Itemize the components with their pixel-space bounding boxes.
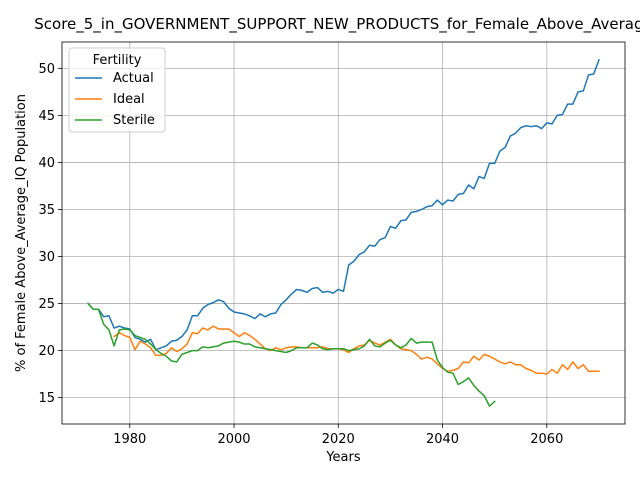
x-tick-label: 1980 <box>113 432 146 447</box>
legend: Fertility Actual Ideal Sterile <box>68 47 166 133</box>
legend-label-actual: Actual <box>113 71 154 86</box>
y-tick-label: 30 <box>38 250 55 265</box>
x-tick-label: 2000 <box>217 432 250 447</box>
y-tick-label: 25 <box>38 297 55 312</box>
y-tick-label: 50 <box>38 62 55 77</box>
legend-title: Fertility <box>93 53 142 68</box>
x-tick-label: 2040 <box>426 432 459 447</box>
x-axis-label: Years <box>325 450 361 465</box>
y-tick-label: 40 <box>38 156 55 171</box>
plot-frame <box>61 41 626 425</box>
legend-box <box>68 47 166 133</box>
series-line-actual <box>87 58 600 351</box>
x-tick-label: 2060 <box>530 432 563 447</box>
series-line-ideal <box>113 325 600 375</box>
y-axis-label: % of Female Above_Average_IQ Population <box>14 94 29 372</box>
series-layer <box>87 58 600 407</box>
x-tick-label: 2020 <box>322 432 355 447</box>
series-line-sterile <box>87 302 496 407</box>
legend-label-sterile: Sterile <box>113 113 155 128</box>
legend-label-ideal: Ideal <box>113 92 145 107</box>
y-tick-label: 35 <box>38 203 55 218</box>
y-tick-label: 15 <box>38 391 55 406</box>
y-tick-label: 45 <box>38 109 55 124</box>
y-tick-label: 20 <box>38 344 55 359</box>
axis-ticks: 1980 2000 2020 2040 2060 15 20 25 30 35 40 45 50 <box>38 62 563 447</box>
legend-entries: Actual Ideal Sterile <box>75 71 155 128</box>
chart-title: Score_5_in_GOVERNMENT_SUPPORT_NEW_PRODUC… <box>34 15 640 34</box>
